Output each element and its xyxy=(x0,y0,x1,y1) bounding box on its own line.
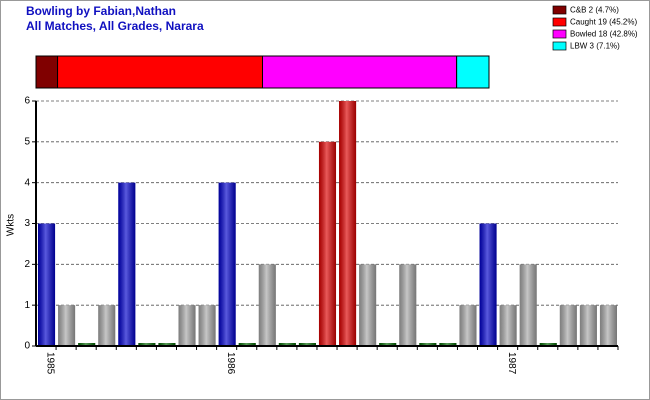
legend-swatch xyxy=(552,5,567,15)
bar-shade xyxy=(158,343,176,346)
bar-shade xyxy=(339,101,357,346)
bar-shade xyxy=(298,343,316,346)
chart-subtitle: All Matches, All Grades, Narara xyxy=(26,19,204,33)
bar-shade xyxy=(579,305,597,346)
y-tick-label: 4 xyxy=(24,177,30,188)
summary-segment xyxy=(57,55,264,89)
summary-segment xyxy=(262,55,458,89)
y-axis-label: Wkts xyxy=(6,214,17,236)
bar-shade xyxy=(118,182,136,346)
bar-shade xyxy=(599,305,617,346)
bar-shade xyxy=(98,305,116,346)
bar-shade xyxy=(258,264,276,346)
y-tick-label: 0 xyxy=(24,341,30,352)
y-tick-label: 3 xyxy=(24,218,30,229)
bar-shade xyxy=(419,343,437,346)
bar-shade xyxy=(38,223,56,346)
bar-shade xyxy=(138,343,156,346)
bar-shade xyxy=(439,343,457,346)
bar-shade xyxy=(559,305,577,346)
legend-label: LBW 3 (7.1%) xyxy=(570,42,620,51)
legend-label: C&B 2 (4.7%) xyxy=(570,6,619,15)
y-tick-label: 5 xyxy=(24,136,30,147)
x-tick-label: 1986 xyxy=(225,352,236,375)
y-tick-label: 6 xyxy=(24,96,30,107)
bar-shade xyxy=(399,264,417,346)
legend-swatch xyxy=(552,17,567,27)
bar-shade xyxy=(519,264,537,346)
bar-shade xyxy=(178,305,196,346)
legend-label: Caught 19 (45.2%) xyxy=(570,18,637,27)
x-tick-label: 1987 xyxy=(506,352,517,375)
chart-title: Bowling by Fabian,Nathan xyxy=(26,4,176,18)
legend-label: Bowled 18 (42.8%) xyxy=(570,30,638,39)
legend-swatch xyxy=(552,29,567,39)
bar-shade xyxy=(379,343,397,346)
y-tick-label: 1 xyxy=(24,300,30,311)
bar-shade xyxy=(318,141,337,346)
legend-swatch xyxy=(552,41,567,51)
bar-shade xyxy=(238,343,256,346)
y-tick-label: 2 xyxy=(24,259,30,270)
bar-shade xyxy=(499,305,517,346)
bar-shade xyxy=(539,343,557,346)
bar-shade xyxy=(278,343,296,346)
summary-segment xyxy=(456,55,490,89)
summary-segment xyxy=(35,55,59,89)
bar-shade xyxy=(78,343,96,346)
bar-shade xyxy=(479,223,497,346)
bar-shade xyxy=(359,264,377,346)
bar-shade xyxy=(58,305,76,346)
bar-shade xyxy=(218,182,236,346)
bar-shade xyxy=(459,305,477,346)
x-tick-label: 1985 xyxy=(44,352,55,375)
bar-shade xyxy=(198,305,216,346)
